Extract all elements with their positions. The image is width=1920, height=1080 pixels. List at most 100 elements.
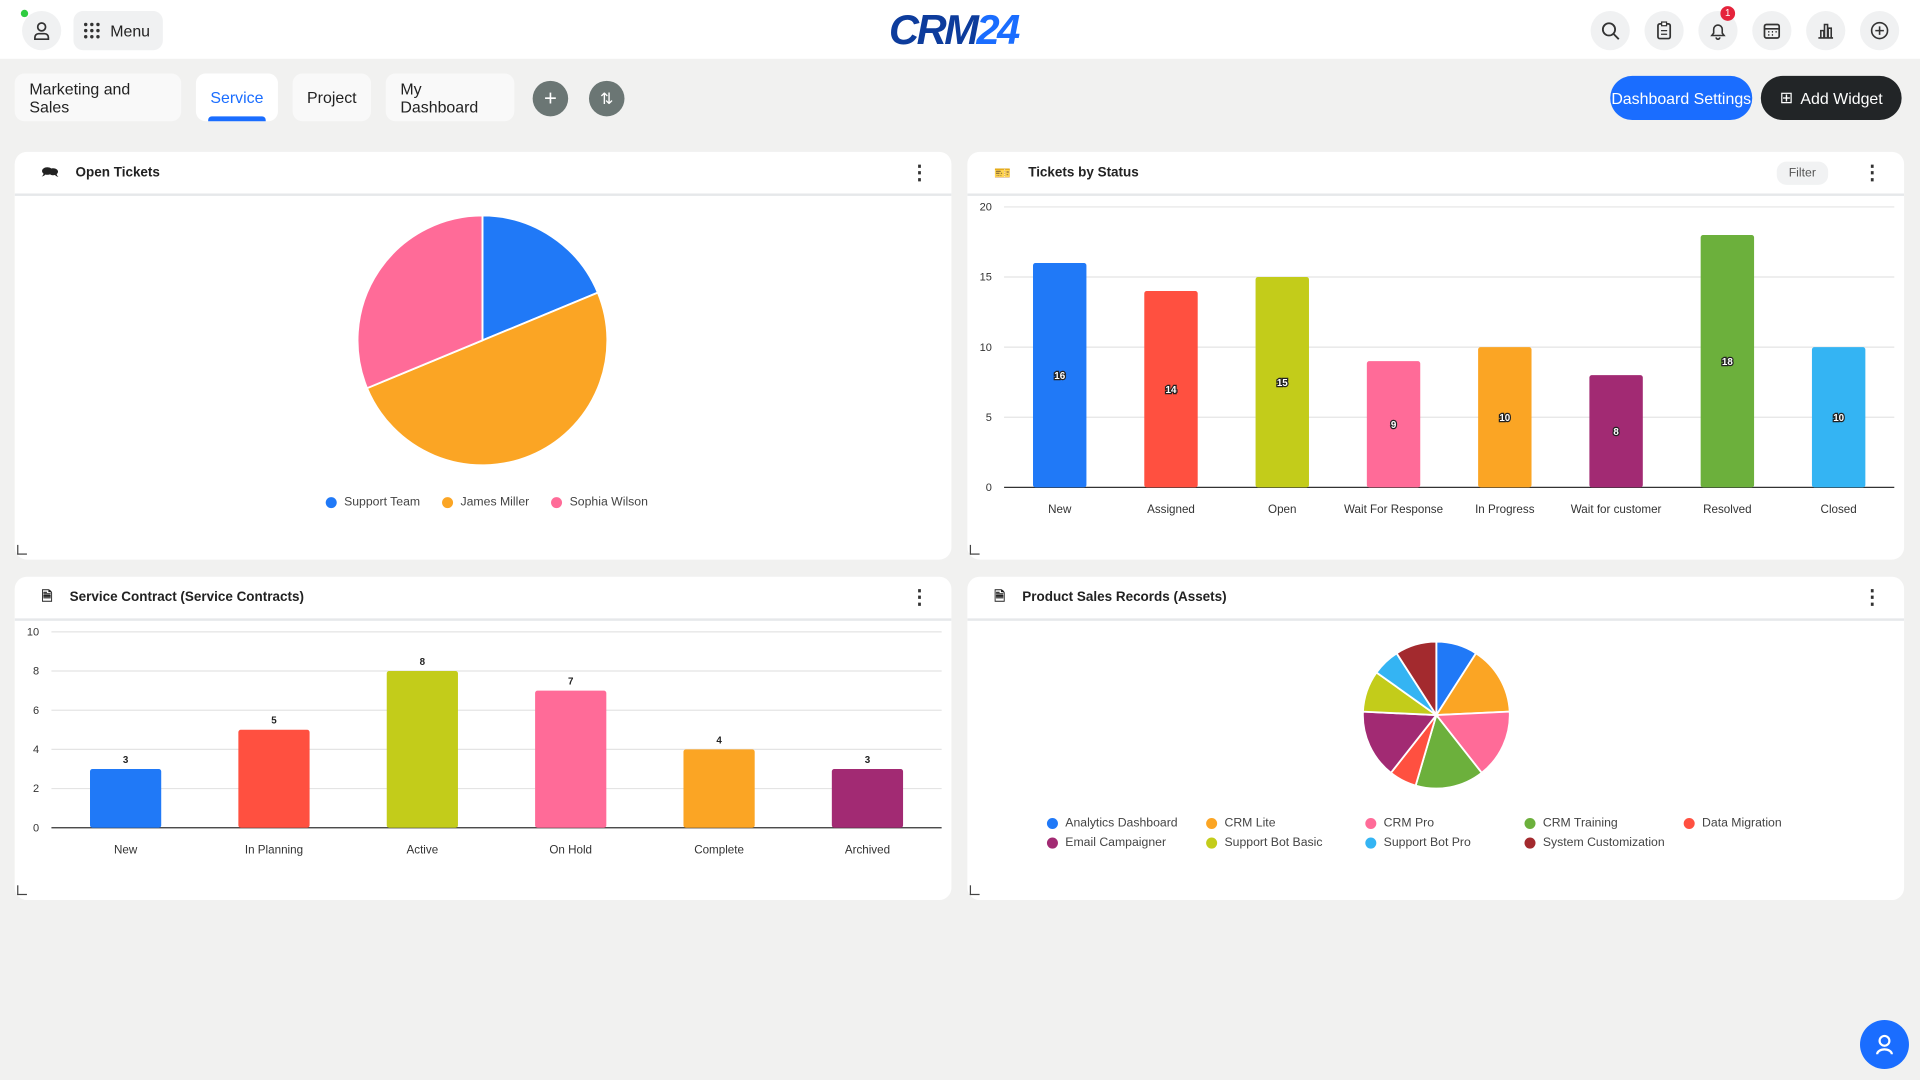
resize-handle[interactable] bbox=[969, 544, 980, 555]
legend-item[interactable]: Support Team bbox=[325, 496, 420, 509]
bar-1[interactable] bbox=[1144, 291, 1198, 488]
tasks-button[interactable] bbox=[1644, 11, 1684, 51]
pie-slice-0[interactable] bbox=[481, 214, 600, 342]
legend-label: CRM Lite bbox=[1224, 816, 1276, 831]
bar-3[interactable] bbox=[1366, 361, 1421, 488]
document-icon: 🗎 bbox=[994, 589, 1006, 605]
pie-slice-3[interactable] bbox=[1414, 713, 1484, 790]
resize-handle[interactable] bbox=[17, 544, 27, 555]
legend-item[interactable]: CRM Pro bbox=[1365, 817, 1524, 830]
menu-button[interactable]: Menu bbox=[73, 11, 163, 51]
resize-handle[interactable] bbox=[17, 885, 27, 896]
widget-tickets-by-status: 🎫 Tickets by Status Filter ⋮ 0 5 10 15 20 16 New 1… bbox=[967, 151, 1905, 560]
widget-open-tickets: 🗪 Open Tickets ⋮ Support Team James Miller S… bbox=[14, 151, 952, 560]
pie-slice-5[interactable] bbox=[1362, 710, 1439, 775]
pie-slice-1[interactable] bbox=[1434, 652, 1511, 717]
calendar-button[interactable] bbox=[1752, 11, 1792, 51]
reports-button[interactable] bbox=[1806, 11, 1846, 51]
bar-6[interactable] bbox=[1700, 234, 1755, 488]
legend-item[interactable]: System Customization bbox=[1524, 836, 1683, 850]
widget-title: Open Tickets bbox=[75, 165, 160, 181]
pie-slice-2[interactable] bbox=[1434, 710, 1511, 775]
bar-0[interactable] bbox=[1033, 263, 1087, 488]
data-label: 4 bbox=[716, 735, 722, 746]
resize-handle[interactable] bbox=[969, 885, 980, 896]
data-label: 5 bbox=[271, 716, 277, 727]
bar-7[interactable] bbox=[1811, 347, 1866, 488]
add-tab-button[interactable]: + bbox=[532, 80, 569, 117]
legend-swatch bbox=[1206, 817, 1218, 829]
tab-project[interactable]: Project bbox=[292, 73, 372, 122]
open-tickets-pie bbox=[356, 214, 609, 467]
legend-item[interactable]: CRM Training bbox=[1524, 817, 1683, 830]
plus-circle-icon bbox=[1870, 21, 1889, 40]
top-header: Menu CRM24 1 bbox=[0, 0, 1920, 59]
legend-item[interactable]: Email Campaigner bbox=[1046, 836, 1206, 850]
swap-icon: ⇅ bbox=[600, 88, 614, 108]
legend-label: Support Bot Basic bbox=[1224, 836, 1323, 850]
x-tick-label: New bbox=[1048, 503, 1072, 516]
bar-5[interactable] bbox=[831, 768, 904, 828]
create-button[interactable] bbox=[1860, 11, 1900, 51]
legend-swatch bbox=[1524, 817, 1536, 829]
bar-chart-icon bbox=[1818, 23, 1834, 39]
pie-slice-2[interactable] bbox=[356, 214, 484, 390]
data-label: 14 bbox=[1166, 385, 1177, 396]
tab-service[interactable]: Service bbox=[195, 73, 278, 122]
legend-label: Sophia Wilson bbox=[569, 495, 648, 510]
y-tick-label: 2 bbox=[33, 783, 39, 795]
document-icon: 🗎 bbox=[41, 589, 53, 605]
data-label: 10 bbox=[1499, 413, 1510, 424]
chart-legend: Support Team James Miller Sophia Wilson bbox=[325, 496, 648, 509]
pie-slice-1[interactable] bbox=[365, 291, 609, 467]
reorder-tabs-button[interactable]: ⇅ bbox=[588, 80, 625, 117]
more-options-icon[interactable]: ⋮ bbox=[909, 587, 930, 609]
widget-title: Service Contract (Service Contracts) bbox=[69, 590, 304, 605]
legend-item[interactable]: Data Migration bbox=[1683, 817, 1806, 830]
dashboard-settings-button[interactable]: Dashboard Settings bbox=[1610, 75, 1753, 121]
legend-swatch bbox=[1365, 817, 1377, 829]
filter-button[interactable]: Filter bbox=[1776, 161, 1829, 185]
pie-slice-8[interactable] bbox=[1395, 640, 1438, 719]
legend-label: Analytics Dashboard bbox=[1065, 816, 1178, 831]
y-tick-label: 0 bbox=[986, 482, 992, 494]
bar-5[interactable] bbox=[1589, 375, 1643, 488]
data-label: 18 bbox=[1722, 357, 1733, 368]
y-tick-label: 10 bbox=[980, 342, 992, 354]
legend-swatch bbox=[1046, 817, 1058, 829]
bar-2[interactable] bbox=[1255, 277, 1309, 488]
y-tick-label: 0 bbox=[33, 822, 39, 834]
search-button[interactable] bbox=[1590, 11, 1630, 51]
logo[interactable]: CRM24 bbox=[888, 7, 1020, 54]
more-options-icon[interactable]: ⋮ bbox=[1862, 162, 1883, 184]
widget-title: Product Sales Records (Assets) bbox=[1022, 590, 1227, 605]
tab-marketing-and-sales[interactable]: Marketing and Sales bbox=[14, 73, 182, 122]
bar-4[interactable] bbox=[1478, 347, 1532, 488]
data-label: 16 bbox=[1054, 371, 1065, 382]
bar-3[interactable] bbox=[535, 690, 607, 828]
bar-1[interactable] bbox=[238, 729, 310, 828]
legend-item[interactable]: Analytics Dashboard bbox=[1046, 816, 1206, 831]
add-widget-button[interactable]: ⊞ Add Widget bbox=[1760, 75, 1902, 121]
x-tick-label: Closed bbox=[1821, 503, 1857, 516]
tab-my-dashboard[interactable]: My Dashboard bbox=[385, 73, 515, 122]
legend-item[interactable]: Support Bot Pro bbox=[1365, 836, 1524, 850]
tickets-icon: 🗪 bbox=[41, 164, 59, 180]
bar-0[interactable] bbox=[90, 768, 162, 828]
legend-item[interactable]: Sophia Wilson bbox=[551, 496, 648, 509]
profile-button[interactable] bbox=[22, 11, 62, 51]
service-contract-bar-chart: 0 2 4 6 8 10 3 New 5 In Planning 8 Active 7 On Hold 4 C… bbox=[27, 627, 942, 856]
legend-swatch bbox=[1046, 837, 1058, 849]
more-options-icon[interactable]: ⋮ bbox=[1862, 587, 1883, 609]
chat-button[interactable] bbox=[1860, 1020, 1909, 1069]
bar-2[interactable] bbox=[386, 671, 458, 828]
notifications-button[interactable]: 1 bbox=[1698, 6, 1738, 51]
legend-item[interactable]: James Miller bbox=[442, 496, 529, 509]
user-icon bbox=[34, 22, 50, 41]
legend-item[interactable]: CRM Lite bbox=[1206, 817, 1365, 830]
legend-item[interactable]: Support Bot Basic bbox=[1206, 836, 1365, 850]
more-options-icon[interactable]: ⋮ bbox=[909, 162, 930, 184]
x-tick-label: New bbox=[114, 843, 138, 856]
product-sales-pie bbox=[1361, 640, 1511, 790]
bar-4[interactable] bbox=[683, 749, 755, 828]
